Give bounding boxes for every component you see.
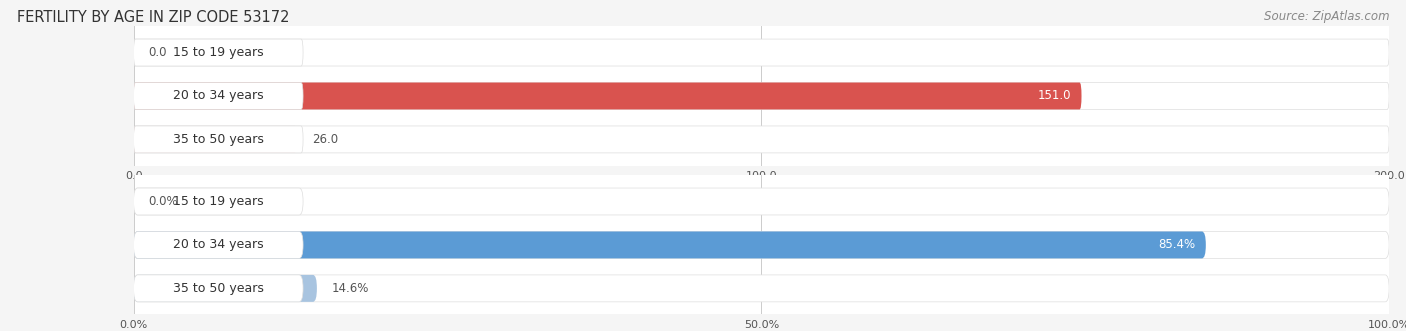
FancyBboxPatch shape xyxy=(134,231,304,259)
Text: 15 to 19 years: 15 to 19 years xyxy=(173,46,264,59)
Text: 151.0: 151.0 xyxy=(1038,89,1071,103)
FancyBboxPatch shape xyxy=(134,82,1389,110)
Text: 14.6%: 14.6% xyxy=(332,282,370,295)
FancyBboxPatch shape xyxy=(134,39,1389,66)
FancyBboxPatch shape xyxy=(134,275,316,302)
FancyBboxPatch shape xyxy=(134,126,304,153)
FancyBboxPatch shape xyxy=(134,82,1081,110)
FancyBboxPatch shape xyxy=(134,126,297,153)
FancyBboxPatch shape xyxy=(134,188,1389,215)
FancyBboxPatch shape xyxy=(134,82,304,110)
Text: 0.0: 0.0 xyxy=(149,46,167,59)
FancyBboxPatch shape xyxy=(134,275,1389,302)
FancyBboxPatch shape xyxy=(134,126,1389,153)
FancyBboxPatch shape xyxy=(134,39,304,66)
Text: 15 to 19 years: 15 to 19 years xyxy=(173,195,264,208)
Text: 20 to 34 years: 20 to 34 years xyxy=(173,89,264,103)
FancyBboxPatch shape xyxy=(134,275,304,302)
FancyBboxPatch shape xyxy=(134,188,304,215)
Text: 26.0: 26.0 xyxy=(312,133,337,146)
Text: 85.4%: 85.4% xyxy=(1159,238,1195,252)
Text: 0.0%: 0.0% xyxy=(149,195,179,208)
Text: Source: ZipAtlas.com: Source: ZipAtlas.com xyxy=(1264,10,1389,23)
FancyBboxPatch shape xyxy=(134,231,1206,259)
Text: 35 to 50 years: 35 to 50 years xyxy=(173,282,264,295)
Text: 20 to 34 years: 20 to 34 years xyxy=(173,238,264,252)
FancyBboxPatch shape xyxy=(134,231,1389,259)
Text: FERTILITY BY AGE IN ZIP CODE 53172: FERTILITY BY AGE IN ZIP CODE 53172 xyxy=(17,10,290,25)
Text: 35 to 50 years: 35 to 50 years xyxy=(173,133,264,146)
